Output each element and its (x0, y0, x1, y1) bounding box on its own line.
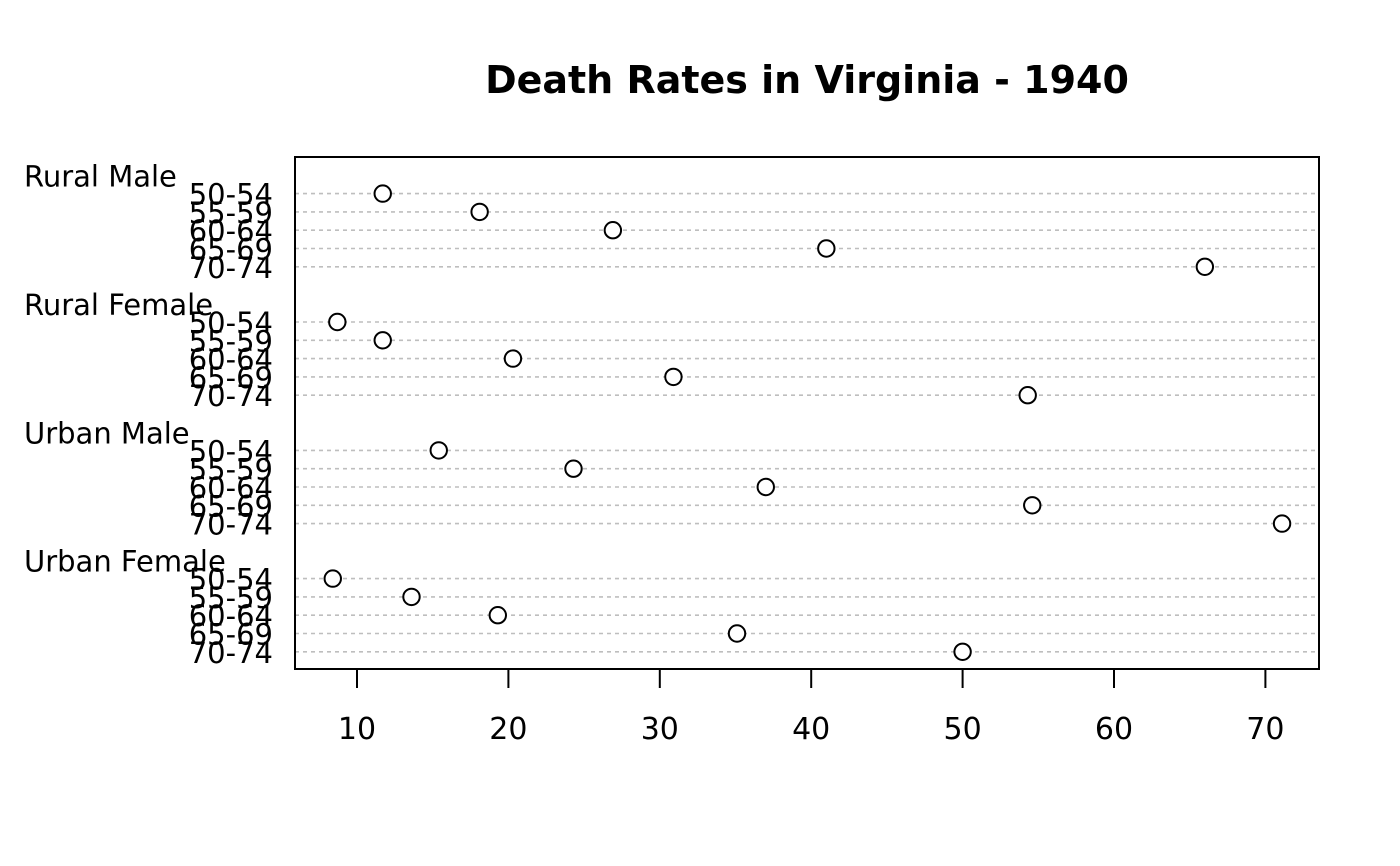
data-point (373, 184, 392, 203)
row-labels: Rural Male50-5455-5960-6465-6970-74Rural… (24, 160, 273, 670)
group-label: Urban Male (24, 416, 190, 450)
data-point (603, 221, 623, 240)
data-point (323, 569, 342, 588)
category-label: 50-54 (189, 178, 273, 212)
category-label: 55-59 (189, 324, 273, 358)
category-label: 55-59 (189, 196, 273, 230)
data-point (727, 624, 747, 643)
data-point (1272, 514, 1292, 533)
data-point (1018, 386, 1037, 405)
category-label: 65-69 (189, 361, 273, 395)
data-point (470, 202, 489, 222)
data-points (323, 184, 1292, 661)
data-point (1023, 496, 1042, 515)
category-label: 65-69 (189, 618, 273, 652)
data-point (402, 587, 421, 607)
guide-lines (295, 192, 1319, 653)
data-point (564, 459, 583, 478)
category-label: 65-69 (189, 233, 273, 267)
category-label: 70-74 (189, 379, 273, 413)
x-tick-label: 10 (338, 712, 376, 747)
category-label: 55-59 (189, 453, 273, 487)
data-point (429, 441, 448, 460)
category-label: 60-64 (189, 471, 273, 505)
category-label: 60-64 (189, 343, 273, 377)
x-tick-label: 40 (792, 712, 830, 747)
x-tick-label: 50 (944, 712, 982, 747)
category-label: 70-74 (189, 636, 273, 670)
plot-frame (294, 156, 1320, 670)
category-label: 70-74 (189, 508, 273, 542)
data-point (373, 331, 392, 350)
data-point (756, 477, 775, 497)
x-tick-label: 20 (489, 712, 527, 747)
data-point (664, 367, 683, 387)
data-point (503, 349, 523, 368)
x-tick-label: 30 (641, 712, 679, 747)
group-label: Rural Male (24, 160, 177, 194)
category-label: 60-64 (189, 599, 273, 633)
chart-title: Death Rates in Virginia - 1940 (485, 58, 1129, 102)
x-tick-label: 60 (1095, 712, 1133, 747)
data-point (817, 239, 836, 258)
x-tick-label: 70 (1246, 712, 1284, 747)
group-label: Rural Female (24, 288, 213, 322)
category-label: 65-69 (189, 489, 273, 523)
group-label: Urban Female (24, 545, 226, 579)
data-point (488, 606, 508, 625)
category-label: 55-59 (189, 581, 273, 615)
category-label: 50-54 (189, 563, 273, 597)
data-point (953, 642, 972, 661)
category-label: 50-54 (189, 434, 273, 468)
category-label: 50-54 (189, 306, 273, 340)
category-label: 70-74 (189, 251, 273, 285)
x-axis: 10 20 30 40 50 60 70 (338, 668, 1284, 747)
data-point (1195, 257, 1215, 276)
data-point (328, 312, 347, 332)
category-label: 60-64 (189, 214, 273, 248)
